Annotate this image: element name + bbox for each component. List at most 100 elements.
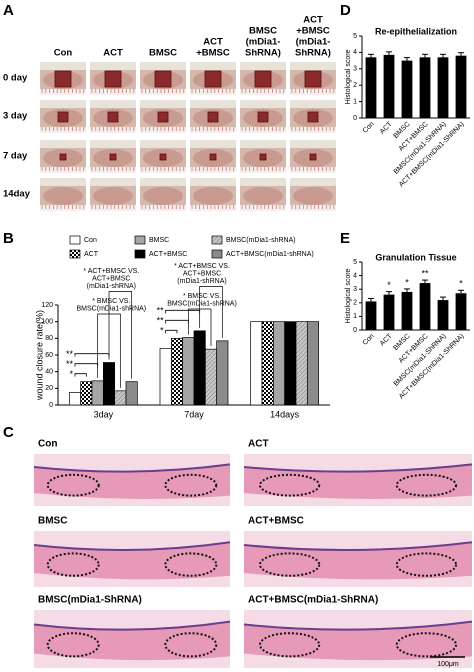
legend-label: Con: [84, 237, 97, 244]
column-header: ShRNA): [295, 48, 331, 59]
wound-margin: [164, 473, 218, 497]
y-tick-label: 3: [353, 286, 357, 293]
panel-label: B: [3, 230, 14, 247]
legend-swatch: [211, 235, 223, 245]
wound-margin: [395, 473, 458, 497]
significance: *: [387, 280, 391, 290]
bar: [125, 381, 138, 406]
photo-bg: [140, 140, 186, 148]
wound: [107, 111, 119, 123]
bar: [91, 380, 104, 406]
ruler: [40, 89, 86, 95]
bar: [401, 60, 413, 118]
significance: **: [66, 359, 74, 369]
ruler: [190, 167, 236, 173]
wound-margin: [46, 632, 100, 658]
comparison-label: ACT+BMSC: [92, 275, 130, 282]
wound: [207, 111, 219, 123]
wound: [209, 153, 217, 161]
wound: [59, 153, 67, 161]
ruler: [190, 205, 236, 211]
photo-bg: [40, 62, 86, 70]
comparison-label: (mDia1-shRNA): [177, 278, 226, 285]
bar: [272, 321, 286, 406]
scale-bar-label: 100μm: [437, 661, 459, 668]
legend-swatch: [211, 249, 223, 259]
comparison-label: ACT+BMSC: [183, 270, 221, 277]
ruler: [290, 205, 336, 211]
column-header: ACT: [203, 37, 223, 48]
skin: [293, 187, 333, 205]
bar: [80, 381, 93, 406]
wound: [204, 70, 222, 88]
ruler: [290, 167, 336, 173]
wound: [254, 70, 272, 88]
column-header: ShRNA): [245, 48, 281, 59]
bar: [102, 362, 116, 406]
legend-label: BMSC: [149, 237, 169, 244]
comparison-label: * ACT+BMSC VS.: [174, 263, 230, 270]
bar: [419, 57, 431, 118]
bar: [250, 321, 263, 406]
comparison-label: BMSC(mDia1-shRNA): [167, 300, 237, 307]
photo-bg: [240, 62, 286, 70]
column-header: +BMSC: [196, 48, 230, 59]
photo-bg: [40, 100, 86, 108]
ruler: [240, 167, 286, 173]
bracket: [74, 353, 110, 357]
column-header: +BMSC: [296, 26, 330, 37]
ruler: [40, 167, 86, 173]
panel-label: C: [3, 424, 14, 441]
epidermis: [33, 463, 231, 473]
photo-bg: [240, 140, 286, 148]
ruler: [140, 89, 186, 95]
significance: *: [160, 326, 164, 336]
significance: *: [459, 279, 463, 289]
skin: [243, 187, 283, 205]
skin: [43, 187, 83, 205]
bracket: [165, 329, 178, 334]
bar: [383, 54, 395, 118]
bar: [365, 57, 377, 118]
wound: [157, 111, 169, 123]
bar: [455, 293, 467, 330]
photo-bg: [190, 62, 236, 70]
bracket: [74, 373, 87, 377]
wound: [159, 153, 167, 161]
bar: [437, 300, 449, 330]
wound: [154, 70, 172, 88]
photo-bg: [90, 100, 136, 108]
photo-bg: [240, 178, 286, 186]
bracket: [165, 319, 189, 324]
y-tick-label: 120: [41, 302, 53, 309]
legend-label: BMSC(mDia1-shRNA): [226, 237, 296, 244]
y-tick-label: 5: [353, 259, 357, 266]
column-header: BMSC: [149, 48, 177, 59]
comparison-label: * BMSC VS.: [92, 298, 130, 305]
y-tick-label: 3: [353, 66, 357, 73]
photo-bg: [90, 140, 136, 148]
significance: **: [157, 316, 165, 326]
ruler: [290, 127, 336, 133]
column-header: BMSC: [249, 26, 277, 37]
bar: [284, 321, 297, 406]
bar: [68, 392, 82, 406]
epidermis: [243, 541, 473, 551]
y-tick-label: 20: [45, 385, 53, 392]
photo-bg: [190, 178, 236, 186]
comparison-label: BMSC(mDia1-shRNA): [77, 305, 147, 312]
bar: [306, 321, 320, 406]
image-label: BMSC(mDia1-ShRNA): [38, 595, 142, 606]
significance: *: [69, 369, 73, 379]
legend-label: ACT+BMSC: [149, 251, 187, 258]
ruler: [90, 127, 136, 133]
ruler: [240, 127, 286, 133]
epidermis: [33, 541, 231, 551]
bar: [170, 337, 184, 406]
ruler: [290, 89, 336, 95]
ruler: [140, 127, 186, 133]
legend-swatch: [134, 235, 146, 245]
y-tick-label: 0: [353, 115, 357, 122]
photo-bg: [140, 178, 186, 186]
image-label: ACT+BMSC(mDia1-ShRNA): [248, 595, 378, 606]
